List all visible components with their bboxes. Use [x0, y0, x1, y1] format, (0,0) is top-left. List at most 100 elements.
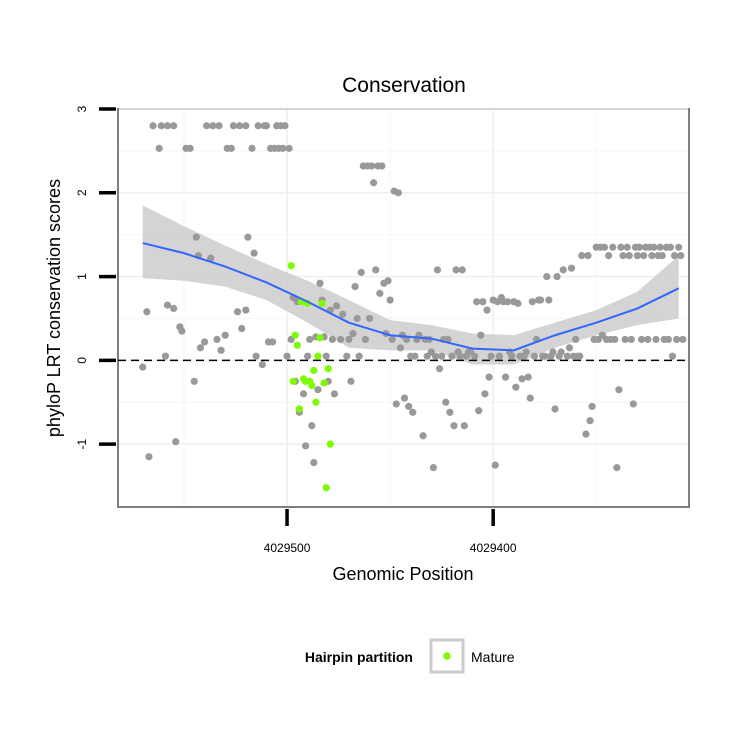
data-point — [481, 390, 489, 398]
data-point — [629, 400, 637, 408]
data-point — [161, 352, 170, 360]
legend-title: Hairpin partition — [305, 649, 413, 665]
data-point — [446, 408, 454, 416]
data-point — [460, 422, 468, 430]
data-point — [170, 122, 178, 130]
data-point — [306, 335, 314, 344]
data-point — [572, 335, 580, 344]
data-point — [483, 306, 491, 314]
data-point — [347, 377, 355, 385]
data-point — [299, 390, 308, 398]
data-point — [316, 279, 324, 287]
data-point — [485, 373, 493, 381]
data-point — [543, 272, 551, 281]
data-point — [675, 243, 683, 251]
data-point — [236, 122, 244, 130]
data-point — [536, 296, 545, 304]
data-point — [143, 308, 151, 316]
data-points-other — [139, 122, 687, 472]
data-point — [553, 272, 561, 281]
data-point — [244, 233, 252, 241]
smooth-trend-line — [142, 242, 680, 352]
y-axis: -1 0 1 2 3 — [75, 105, 116, 449]
data-point — [217, 346, 225, 354]
data-point — [559, 266, 567, 274]
y-tick-label: 0 — [75, 357, 89, 364]
data-point — [673, 335, 681, 344]
data-point-mature — [326, 440, 334, 448]
data-point — [522, 348, 530, 356]
data-point — [668, 352, 677, 360]
data-point — [248, 144, 256, 152]
data-point — [361, 335, 369, 344]
data-point — [207, 254, 215, 262]
data-point — [648, 252, 656, 260]
data-point — [279, 144, 287, 152]
data-point — [378, 162, 386, 170]
data-point — [242, 306, 250, 314]
data-point — [578, 252, 586, 260]
data-point — [635, 243, 644, 251]
data-point — [633, 252, 642, 260]
data-point — [345, 335, 353, 344]
data-point-mature — [320, 379, 328, 387]
data-point — [200, 338, 209, 346]
data-point — [172, 438, 180, 446]
data-point — [477, 331, 485, 339]
data-point — [526, 394, 534, 402]
data-point-mature — [310, 366, 318, 375]
data-point — [238, 324, 246, 333]
data-point — [233, 308, 242, 316]
data-point — [471, 352, 479, 360]
data-point — [376, 289, 384, 297]
x-axis: 4029500 4029400 — [264, 509, 517, 555]
data-point — [637, 335, 646, 344]
data-point — [435, 365, 444, 373]
data-point — [229, 122, 238, 130]
data-point — [396, 344, 405, 352]
data-point — [664, 335, 672, 344]
data-point — [475, 407, 483, 415]
x-tick-label: 4029400 — [470, 541, 517, 555]
x-tick-label: 4029500 — [264, 541, 311, 555]
data-point — [343, 352, 351, 360]
data-point — [625, 252, 633, 260]
data-point — [473, 298, 481, 306]
data-point — [357, 268, 365, 276]
data-point — [384, 277, 392, 285]
data-point — [365, 314, 374, 323]
data-point — [514, 299, 522, 307]
data-point — [227, 144, 235, 152]
data-point — [458, 266, 466, 274]
data-point — [254, 122, 262, 130]
data-point — [584, 252, 592, 260]
data-point — [609, 243, 617, 251]
data-point — [192, 233, 200, 241]
data-point — [400, 394, 409, 402]
data-point — [203, 122, 211, 130]
data-point — [328, 335, 336, 344]
data-point-mature — [289, 377, 297, 385]
data-point — [600, 243, 609, 251]
data-point — [613, 464, 621, 472]
data-point — [196, 344, 205, 352]
data-point — [337, 335, 345, 344]
data-point — [215, 122, 223, 130]
data-point — [392, 400, 400, 408]
data-point — [565, 344, 574, 352]
data-point — [339, 310, 347, 318]
data-point — [170, 304, 178, 313]
data-point — [310, 458, 318, 467]
data-point — [386, 296, 394, 304]
data-point-mature — [318, 299, 326, 307]
data-point — [370, 179, 378, 187]
x-axis-title: Genomic Position — [332, 564, 473, 584]
data-point — [209, 122, 217, 130]
data-point-mature — [287, 262, 295, 270]
y-tick-label: 3 — [75, 105, 89, 112]
data-point — [448, 352, 456, 360]
data-point — [512, 383, 520, 391]
data-point — [330, 390, 339, 398]
data-point — [487, 352, 495, 360]
